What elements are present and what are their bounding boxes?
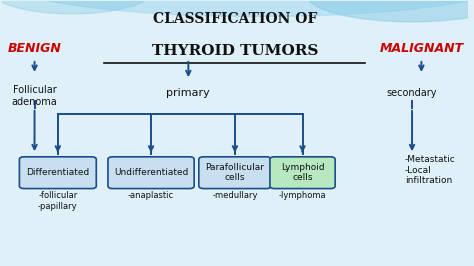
Ellipse shape [2, 0, 474, 16]
Text: Differentiated: Differentiated [26, 168, 90, 177]
Text: secondary: secondary [387, 88, 438, 98]
Text: -Metastatic
-Local
infiltration: -Metastatic -Local infiltration [405, 156, 456, 185]
Text: MALIGNANT: MALIGNANT [379, 42, 464, 55]
Text: Undifferentiated: Undifferentiated [114, 168, 188, 177]
FancyBboxPatch shape [199, 157, 271, 189]
Text: Parafollicular
cells: Parafollicular cells [205, 163, 264, 182]
Text: primary: primary [166, 88, 210, 98]
Text: Lymphoid
cells: Lymphoid cells [281, 163, 324, 182]
Ellipse shape [0, 0, 154, 14]
Ellipse shape [307, 0, 474, 22]
Text: Follicular
adenoma: Follicular adenoma [12, 85, 57, 107]
Text: -anaplastic: -anaplastic [128, 191, 174, 200]
Text: CLASSIFICATION OF: CLASSIFICATION OF [153, 12, 317, 26]
FancyBboxPatch shape [19, 157, 96, 189]
Text: -lymphoma: -lymphoma [279, 191, 326, 200]
Text: THYROID TUMORS: THYROID TUMORS [152, 44, 318, 58]
FancyBboxPatch shape [270, 157, 335, 189]
FancyBboxPatch shape [108, 157, 194, 189]
Text: BENIGN: BENIGN [8, 42, 62, 55]
Text: -medullary: -medullary [212, 191, 258, 200]
Text: -follicular
-papillary: -follicular -papillary [38, 191, 78, 211]
